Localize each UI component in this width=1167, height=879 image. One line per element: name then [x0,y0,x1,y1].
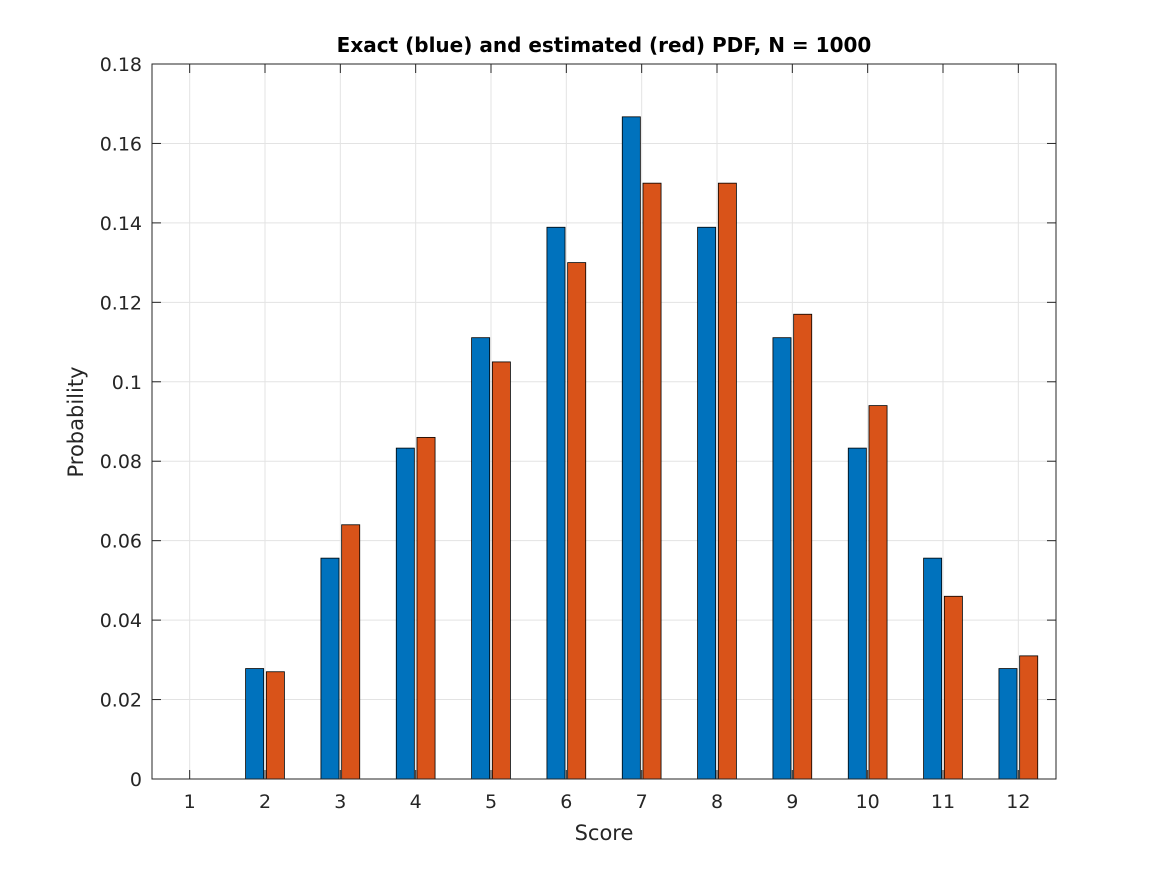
y-tick-label: 0.14 [100,213,142,235]
bar-series-1-score-12 [998,668,1018,780]
bar-series-2-score-9 [793,313,813,780]
x-tick-label: 11 [931,791,955,813]
bar-series-2-score-11 [943,595,963,780]
bar-series-1-score-5 [471,337,491,780]
bar-series-1-score-7 [621,116,641,780]
x-axis-label: Score [575,821,634,845]
y-tick-label: 0.02 [100,690,142,712]
x-tick-label: 4 [410,791,422,813]
bar-series-1-score-8 [697,226,717,780]
bar-series-1-score-6 [546,226,566,780]
bars [245,116,1039,780]
bar-series-2-score-3 [341,524,361,780]
x-tick-label: 8 [711,791,723,813]
y-tick-label: 0.08 [100,451,142,473]
bar-series-2-score-6 [567,262,587,780]
bar-series-2-score-5 [491,361,511,780]
x-tick-label: 7 [636,791,648,813]
y-tick-label: 0.18 [100,54,142,76]
chart-title: Exact (blue) and estimated (red) PDF, N … [337,33,872,57]
bar-series-2-score-4 [416,436,436,780]
x-tick-label: 3 [334,791,346,813]
y-axis-label: Probability [64,366,88,477]
y-tick-label: 0.12 [100,292,142,314]
bar-series-2-score-7 [642,182,662,780]
axes [151,63,1057,780]
y-tick-label: 0.16 [100,133,142,155]
bar-series-1-score-3 [320,557,340,780]
x-tick-label: 2 [259,791,271,813]
bar-series-1-score-10 [847,447,867,780]
x-tick-label: 6 [560,791,572,813]
x-tick-label: 12 [1006,791,1030,813]
y-tick-label: 0.06 [100,531,142,553]
bar-series-1-score-11 [923,557,943,780]
bar-series-1-score-2 [245,668,265,780]
bar-series-1-score-9 [772,337,792,780]
y-tick-label: 0 [130,769,142,791]
bar-series-2-score-10 [868,405,888,780]
x-tick-label: 9 [786,791,798,813]
bar-series-2-score-12 [1019,655,1039,780]
y-tick-label: 0.04 [100,610,142,632]
x-tick-label: 10 [856,791,880,813]
bar-series-2-score-2 [265,671,285,780]
plot-frame [151,63,1057,780]
y-tick-label: 0.1 [112,372,142,394]
x-tick-label: 1 [184,791,196,813]
bar-series-1-score-4 [395,447,415,780]
tick-labels: 00.020.040.060.080.10.120.140.160.181 2 3 4… [100,54,1031,813]
bar-series-2-score-8 [717,182,737,780]
x-tick-label: 5 [485,791,497,813]
grid [152,64,1056,779]
